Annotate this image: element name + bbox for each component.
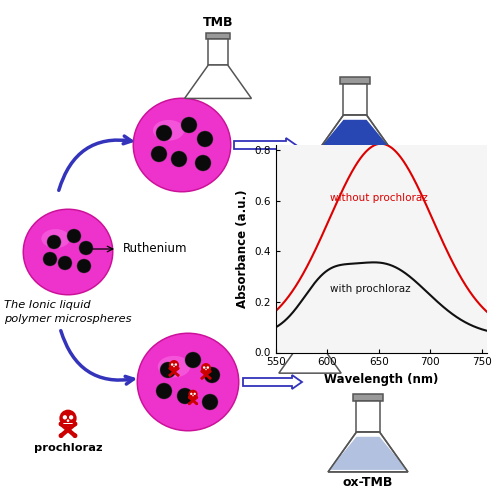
Text: Ruthenium: Ruthenium xyxy=(123,242,187,256)
Circle shape xyxy=(156,125,172,141)
Circle shape xyxy=(79,241,93,255)
Circle shape xyxy=(59,422,64,426)
Circle shape xyxy=(193,392,196,395)
Circle shape xyxy=(190,392,192,395)
Circle shape xyxy=(200,377,203,380)
Circle shape xyxy=(59,410,77,427)
Circle shape xyxy=(160,362,176,378)
Circle shape xyxy=(205,368,207,370)
Text: ox-TMB: ox-TMB xyxy=(343,476,393,489)
Circle shape xyxy=(176,374,179,376)
Circle shape xyxy=(200,370,203,373)
Polygon shape xyxy=(184,65,251,98)
Circle shape xyxy=(169,360,179,370)
Circle shape xyxy=(202,394,218,410)
Polygon shape xyxy=(299,312,322,318)
Circle shape xyxy=(47,235,61,249)
Circle shape xyxy=(73,422,78,426)
Circle shape xyxy=(204,367,220,383)
Text: TMB: TMB xyxy=(203,16,233,29)
Polygon shape xyxy=(328,432,408,472)
Circle shape xyxy=(69,415,73,420)
Polygon shape xyxy=(343,84,367,115)
Circle shape xyxy=(67,229,81,243)
Ellipse shape xyxy=(134,99,230,191)
Circle shape xyxy=(63,415,67,420)
Circle shape xyxy=(188,390,198,399)
Circle shape xyxy=(151,146,167,162)
Circle shape xyxy=(197,131,213,147)
Ellipse shape xyxy=(22,208,113,296)
Text: The Ionic liquid
polymer microspheres: The Ionic liquid polymer microspheres xyxy=(4,300,132,324)
Circle shape xyxy=(195,402,198,405)
Polygon shape xyxy=(190,396,196,398)
Circle shape xyxy=(188,402,190,405)
Polygon shape xyxy=(208,38,228,65)
Circle shape xyxy=(195,396,198,398)
Text: with prochloraz: with prochloraz xyxy=(331,284,411,294)
Circle shape xyxy=(173,366,175,367)
Polygon shape xyxy=(329,437,407,470)
Polygon shape xyxy=(203,370,209,372)
Polygon shape xyxy=(63,422,73,424)
Ellipse shape xyxy=(133,98,232,192)
Circle shape xyxy=(171,364,173,366)
Circle shape xyxy=(195,155,211,171)
Text: without prochloraz: without prochloraz xyxy=(331,192,428,202)
Ellipse shape xyxy=(153,120,184,141)
Circle shape xyxy=(73,434,78,438)
Circle shape xyxy=(188,396,190,398)
Circle shape xyxy=(185,352,201,368)
Circle shape xyxy=(59,434,64,438)
Circle shape xyxy=(207,366,209,369)
Ellipse shape xyxy=(41,229,70,248)
Circle shape xyxy=(203,366,205,369)
Circle shape xyxy=(201,363,211,373)
Circle shape xyxy=(192,395,194,396)
Ellipse shape xyxy=(138,334,238,430)
X-axis label: Wavelength (nm): Wavelength (nm) xyxy=(324,373,439,386)
Circle shape xyxy=(168,367,171,370)
Ellipse shape xyxy=(24,210,112,294)
Circle shape xyxy=(171,151,187,167)
Polygon shape xyxy=(353,394,383,400)
Circle shape xyxy=(174,364,177,366)
Circle shape xyxy=(67,420,69,422)
Polygon shape xyxy=(316,120,394,153)
Circle shape xyxy=(58,256,72,270)
Ellipse shape xyxy=(158,356,190,378)
Ellipse shape xyxy=(137,332,240,432)
Circle shape xyxy=(209,377,212,380)
Circle shape xyxy=(176,367,179,370)
Text: TMB: TMB xyxy=(295,296,325,309)
Circle shape xyxy=(43,252,57,266)
Polygon shape xyxy=(206,34,230,38)
Circle shape xyxy=(177,388,193,404)
Polygon shape xyxy=(279,342,341,373)
Circle shape xyxy=(156,383,172,399)
Polygon shape xyxy=(315,115,395,155)
Circle shape xyxy=(77,259,91,273)
Text: ox-TMB: ox-TMB xyxy=(330,159,380,172)
Polygon shape xyxy=(234,138,296,152)
Polygon shape xyxy=(340,77,370,84)
Circle shape xyxy=(168,374,171,376)
Circle shape xyxy=(209,370,212,373)
Text: prochloraz: prochloraz xyxy=(34,443,102,453)
Y-axis label: Absorbance (a.u.): Absorbance (a.u.) xyxy=(236,190,249,308)
Polygon shape xyxy=(243,375,302,389)
Polygon shape xyxy=(301,318,319,342)
Circle shape xyxy=(181,117,197,133)
Polygon shape xyxy=(356,400,380,432)
